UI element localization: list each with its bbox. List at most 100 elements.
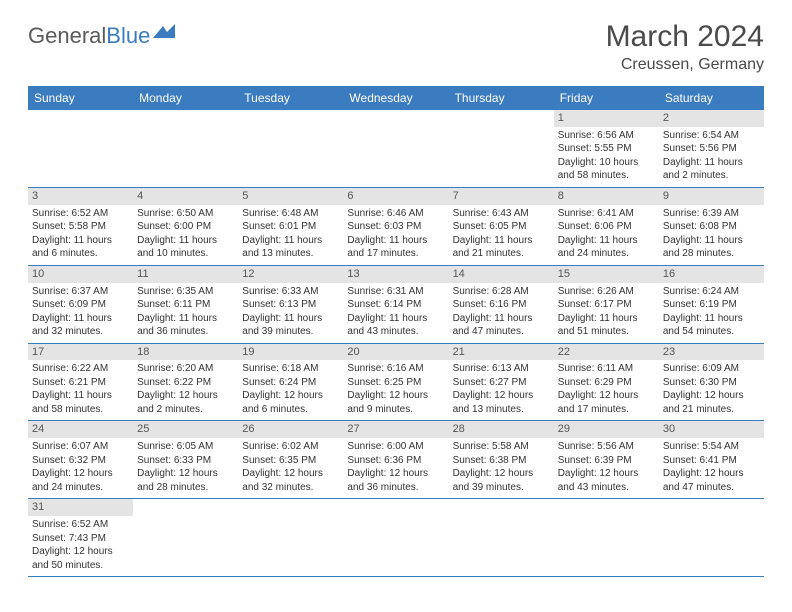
calendar-cell: 31Sunrise: 6:52 AMSunset: 7:43 PMDayligh…: [28, 499, 133, 576]
day-number: 21: [449, 344, 554, 361]
sunrise-text: Sunrise: 6:41 AM: [558, 207, 655, 221]
calendar-cell: 12Sunrise: 6:33 AMSunset: 6:13 PMDayligh…: [238, 266, 343, 343]
calendar-cell: 10Sunrise: 6:37 AMSunset: 6:09 PMDayligh…: [28, 266, 133, 343]
sunset-text: Sunset: 5:55 PM: [558, 142, 655, 156]
daylight-text: Daylight: 12 hours and 9 minutes.: [347, 389, 444, 416]
calendar-cell: 22Sunrise: 6:11 AMSunset: 6:29 PMDayligh…: [554, 344, 659, 421]
daylight-text: Daylight: 12 hours and 50 minutes.: [32, 545, 129, 572]
calendar-page: GeneralBlue March 2024 Creussen, Germany…: [0, 0, 792, 597]
day-number: 6: [343, 188, 448, 205]
sunrise-text: Sunrise: 6:33 AM: [242, 285, 339, 299]
calendar-cell: 1Sunrise: 6:56 AMSunset: 5:55 PMDaylight…: [554, 110, 659, 187]
daylight-text: Daylight: 11 hours and 6 minutes.: [32, 234, 129, 261]
sunset-text: Sunset: 6:36 PM: [347, 454, 444, 468]
day-number: 31: [28, 499, 133, 516]
sunrise-text: Sunrise: 6:39 AM: [663, 207, 760, 221]
day-number: 7: [449, 188, 554, 205]
day-number: 29: [554, 421, 659, 438]
daylight-text: Daylight: 12 hours and 2 minutes.: [137, 389, 234, 416]
sunset-text: Sunset: 6:00 PM: [137, 220, 234, 234]
sunrise-text: Sunrise: 6:56 AM: [558, 129, 655, 143]
calendar-cell: 14Sunrise: 6:28 AMSunset: 6:16 PMDayligh…: [449, 266, 554, 343]
month-title: March 2024: [606, 20, 764, 54]
flag-icon: [153, 20, 175, 46]
sunset-text: Sunset: 6:32 PM: [32, 454, 129, 468]
sunrise-text: Sunrise: 6:35 AM: [137, 285, 234, 299]
sunset-text: Sunset: 6:35 PM: [242, 454, 339, 468]
sunset-text: Sunset: 6:41 PM: [663, 454, 760, 468]
day-number: 25: [133, 421, 238, 438]
sunrise-text: Sunrise: 6:20 AM: [137, 362, 234, 376]
sunset-text: Sunset: 6:09 PM: [32, 298, 129, 312]
calendar-cell: 23Sunrise: 6:09 AMSunset: 6:30 PMDayligh…: [659, 344, 764, 421]
calendar-cell: 18Sunrise: 6:20 AMSunset: 6:22 PMDayligh…: [133, 344, 238, 421]
daylight-text: Daylight: 11 hours and 47 minutes.: [453, 312, 550, 339]
sunrise-text: Sunrise: 6:28 AM: [453, 285, 550, 299]
daylight-text: Daylight: 11 hours and 39 minutes.: [242, 312, 339, 339]
sunrise-text: Sunrise: 6:43 AM: [453, 207, 550, 221]
daylight-text: Daylight: 12 hours and 21 minutes.: [663, 389, 760, 416]
day-number: 9: [659, 188, 764, 205]
sunset-text: Sunset: 6:06 PM: [558, 220, 655, 234]
sunrise-text: Sunrise: 6:09 AM: [663, 362, 760, 376]
weekday-label: Saturday: [659, 86, 764, 110]
calendar-cell: 24Sunrise: 6:07 AMSunset: 6:32 PMDayligh…: [28, 421, 133, 498]
calendar-week: 3Sunrise: 6:52 AMSunset: 5:58 PMDaylight…: [28, 188, 764, 266]
daylight-text: Daylight: 12 hours and 43 minutes.: [558, 467, 655, 494]
day-number: 13: [343, 266, 448, 283]
sunset-text: Sunset: 5:58 PM: [32, 220, 129, 234]
sunset-text: Sunset: 6:22 PM: [137, 376, 234, 390]
calendar-cell: 28Sunrise: 5:58 AMSunset: 6:38 PMDayligh…: [449, 421, 554, 498]
calendar-cell: 11Sunrise: 6:35 AMSunset: 6:11 PMDayligh…: [133, 266, 238, 343]
sunrise-text: Sunrise: 5:56 AM: [558, 440, 655, 454]
sunset-text: Sunset: 6:01 PM: [242, 220, 339, 234]
sunrise-text: Sunrise: 5:54 AM: [663, 440, 760, 454]
weekday-label: Sunday: [28, 86, 133, 110]
sunrise-text: Sunrise: 6:18 AM: [242, 362, 339, 376]
sunrise-text: Sunrise: 6:48 AM: [242, 207, 339, 221]
calendar-cell: 3 Sunrise: 6:52 AMSunset: 5:58 PMDaylight…: [28, 188, 133, 265]
calendar-cell: 2Sunrise: 6:54 AMSunset: 5:56 PMDaylight…: [659, 110, 764, 187]
sunrise-text: Sunrise: 6:00 AM: [347, 440, 444, 454]
sunrise-text: Sunrise: 6:11 AM: [558, 362, 655, 376]
sunset-text: Sunset: 6:14 PM: [347, 298, 444, 312]
sunrise-text: Sunrise: 6:54 AM: [663, 129, 760, 143]
calendar-cell: [449, 110, 554, 187]
sunset-text: Sunset: 5:56 PM: [663, 142, 760, 156]
calendar-week: 24Sunrise: 6:07 AMSunset: 6:32 PMDayligh…: [28, 421, 764, 499]
sunset-text: Sunset: 6:30 PM: [663, 376, 760, 390]
sunset-text: Sunset: 6:13 PM: [242, 298, 339, 312]
sunrise-text: Sunrise: 5:58 AM: [453, 440, 550, 454]
sunset-text: Sunset: 6:16 PM: [453, 298, 550, 312]
sunrise-text: Sunrise: 6:16 AM: [347, 362, 444, 376]
day-number: 23: [659, 344, 764, 361]
calendar-cell: 16Sunrise: 6:24 AMSunset: 6:19 PMDayligh…: [659, 266, 764, 343]
title-block: March 2024 Creussen, Germany: [606, 20, 764, 74]
day-number: 15: [554, 266, 659, 283]
sunrise-text: Sunrise: 6:52 AM: [32, 207, 129, 221]
daylight-text: Daylight: 11 hours and 51 minutes.: [558, 312, 655, 339]
day-number: 3: [28, 188, 133, 205]
daylight-text: Daylight: 12 hours and 13 minutes.: [453, 389, 550, 416]
daylight-text: Daylight: 11 hours and 17 minutes.: [347, 234, 444, 261]
weekday-label: Wednesday: [343, 86, 448, 110]
daylight-text: Daylight: 11 hours and 54 minutes.: [663, 312, 760, 339]
calendar-cell: [238, 499, 343, 576]
daylight-text: Daylight: 11 hours and 28 minutes.: [663, 234, 760, 261]
sunset-text: Sunset: 6:08 PM: [663, 220, 760, 234]
daylight-text: Daylight: 12 hours and 47 minutes.: [663, 467, 760, 494]
daylight-text: Daylight: 11 hours and 43 minutes.: [347, 312, 444, 339]
daylight-text: Daylight: 11 hours and 24 minutes.: [558, 234, 655, 261]
calendar-week: 31Sunrise: 6:52 AMSunset: 7:43 PMDayligh…: [28, 499, 764, 577]
day-number: 8: [554, 188, 659, 205]
day-number: 19: [238, 344, 343, 361]
calendar-cell: 7Sunrise: 6:43 AMSunset: 6:05 PMDaylight…: [449, 188, 554, 265]
logo-text-2: Blue: [106, 23, 150, 49]
sunset-text: Sunset: 6:27 PM: [453, 376, 550, 390]
day-number: 26: [238, 421, 343, 438]
daylight-text: Daylight: 11 hours and 2 minutes.: [663, 156, 760, 183]
calendar-cell: 27Sunrise: 6:00 AMSunset: 6:36 PMDayligh…: [343, 421, 448, 498]
logo: GeneralBlue: [28, 20, 175, 52]
weekday-label: Thursday: [449, 86, 554, 110]
calendar-cell: [28, 110, 133, 187]
